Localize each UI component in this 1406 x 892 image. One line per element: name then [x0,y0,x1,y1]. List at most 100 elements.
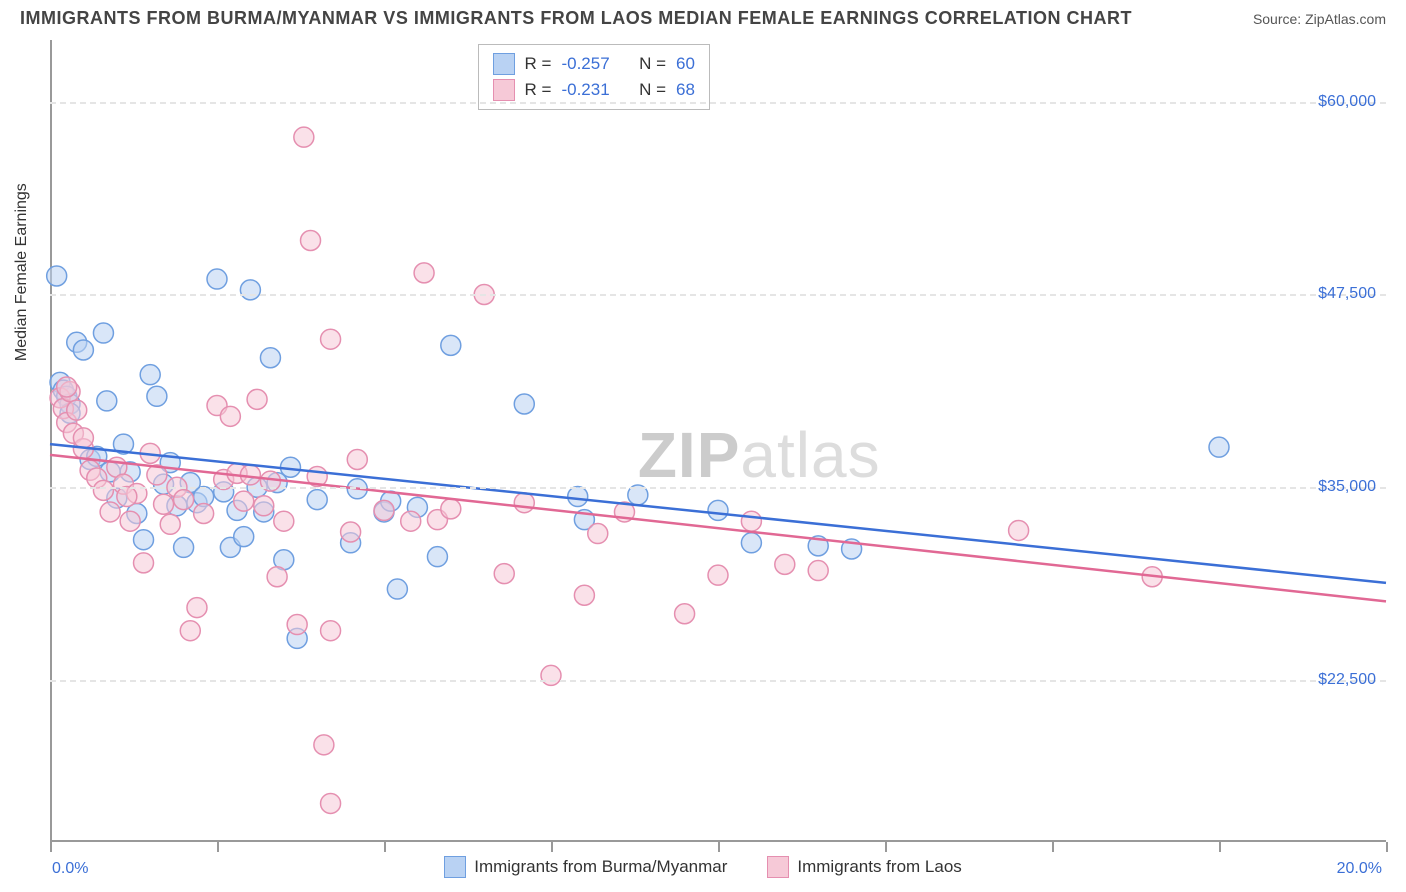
source-label: Source: [1253,11,1301,27]
swatch-laos [493,79,515,101]
data-point-laos [321,793,341,813]
bottom-legend: Immigrants from Burma/Myanmar Immigrants… [0,856,1406,878]
data-point-laos [180,621,200,641]
data-point-laos [347,450,367,470]
y-tick-label: $22,500 [1318,671,1376,689]
data-point-laos [73,428,93,448]
x-tick [1219,842,1221,852]
data-point-burma [207,269,227,289]
x-tick [50,842,52,852]
legend-item-laos: Immigrants from Laos [767,856,961,878]
stat-r-label: R = [525,80,552,100]
data-point-laos [321,329,341,349]
data-point-laos [574,585,594,605]
legend-item-burma: Immigrants from Burma/Myanmar [444,856,727,878]
stat-n-label: N = [639,54,666,74]
data-point-laos [494,564,514,584]
data-point-burma [708,500,728,520]
data-point-burma [73,340,93,360]
x-tick [217,842,219,852]
y-tick-label: $60,000 [1318,93,1376,111]
data-point-burma [93,323,113,343]
data-point-laos [187,598,207,618]
data-point-laos [93,480,113,500]
data-point-laos [588,524,608,544]
source-name: ZipAtlas.com [1305,11,1386,27]
data-point-laos [341,522,361,542]
data-point-laos [414,263,434,283]
stats-row-burma: R = -0.257 N = 60 [493,51,695,77]
data-point-burma [134,530,154,550]
legend-swatch-burma [444,856,466,878]
data-point-burma [260,348,280,368]
x-tick [1386,842,1388,852]
data-point-laos [267,567,287,587]
data-point-burma [174,537,194,557]
data-point-laos [120,511,140,531]
gridline [50,294,1386,296]
data-point-laos [67,400,87,420]
data-point-laos [401,511,421,531]
gridline [50,680,1386,682]
data-point-laos [314,735,334,755]
data-point-burma [147,386,167,406]
stats-row-laos: R = -0.231 N = 68 [493,77,695,103]
x-end-label: 20.0% [1337,860,1382,878]
swatch-burma [493,53,515,75]
x-tick [1052,842,1054,852]
trend-line-burma [50,444,1386,583]
y-tick-label: $47,500 [1318,285,1376,303]
data-point-laos [254,496,274,516]
data-point-laos [57,377,77,397]
y-tick-label: $35,000 [1318,478,1376,496]
data-point-laos [541,665,561,685]
data-point-burma [741,533,761,553]
plot-svg [50,40,1386,842]
data-point-laos [100,502,120,522]
data-point-laos [194,503,214,523]
data-point-laos [174,490,194,510]
data-point-laos [117,487,137,507]
gridline [50,487,1386,489]
data-point-laos [247,389,267,409]
data-point-laos [514,493,534,513]
stat-n-val: 60 [676,54,695,74]
gridline [50,102,1386,104]
data-point-laos [374,500,394,520]
data-point-laos [154,494,174,514]
data-point-burma [240,280,260,300]
data-point-burma [234,527,254,547]
plot-area: ZIPatlas R = -0.257 N = 60 R = -0.231 N … [50,40,1386,842]
x-start-label: 0.0% [52,860,88,878]
data-point-laos [287,615,307,635]
data-point-laos [741,511,761,531]
stat-n-label: N = [639,80,666,100]
legend-swatch-laos [767,856,789,878]
data-point-burma [427,547,447,567]
x-tick [885,842,887,852]
data-point-laos [321,621,341,641]
chart-header: IMMIGRANTS FROM BURMA/MYANMAR VS IMMIGRA… [0,0,1406,33]
stats-legend-box: R = -0.257 N = 60 R = -0.231 N = 68 [478,44,710,110]
x-tick [384,842,386,852]
data-point-burma [97,391,117,411]
data-point-laos [160,514,180,534]
data-point-burma [1209,437,1229,457]
data-point-laos [274,511,294,531]
data-point-laos [134,553,154,573]
data-point-laos [220,406,240,426]
data-point-burma [387,579,407,599]
stat-r-val: -0.231 [561,80,609,100]
data-point-laos [808,561,828,581]
x-tick [718,842,720,852]
legend-label-burma: Immigrants from Burma/Myanmar [474,857,727,877]
data-point-laos [1009,520,1029,540]
data-point-burma [140,365,160,385]
stat-n-val: 68 [676,80,695,100]
legend-label-laos: Immigrants from Laos [797,857,961,877]
data-point-burma [568,487,588,507]
chart-source: Source: ZipAtlas.com [1253,11,1386,27]
data-point-laos [301,231,321,251]
stat-r-val: -0.257 [561,54,609,74]
data-point-laos [441,499,461,519]
